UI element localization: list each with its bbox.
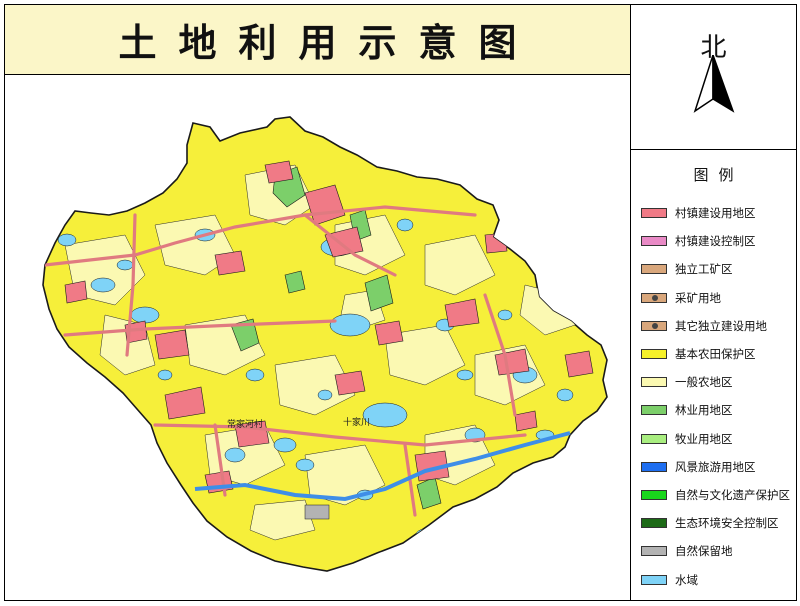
legend-item: 采矿用地 <box>641 284 796 312</box>
legend-item: 基本农田保护区 <box>641 340 796 368</box>
legend-item: 水域 <box>641 565 796 593</box>
legend-item: 村镇建设控制区 <box>641 227 796 255</box>
legend-item: 自然保留地 <box>641 537 796 565</box>
legend-swatch <box>641 208 667 219</box>
reserved-land <box>304 504 330 520</box>
marker-dot-icon <box>652 322 658 329</box>
legend-title: 图例 <box>693 166 744 184</box>
legend-label: 独立工矿区 <box>675 262 733 277</box>
land-use-map: 常家河村 十家川 <box>42 116 608 572</box>
land-use-layers <box>43 160 594 542</box>
legend-item: 林业用地区 <box>641 396 796 424</box>
legend-label: 村镇建设控制区 <box>675 234 756 249</box>
legend-item: 其它独立建设用地 <box>641 312 796 340</box>
legend-swatch <box>641 546 667 557</box>
title-bar: 土地利用示意图 <box>4 4 631 75</box>
legend-list: 村镇建设用地区 村镇建设控制区 独立工矿区采矿用地其它独立建设用地 基本农田保护区 一般… <box>641 199 796 594</box>
legend-item: 村镇建设用地区 <box>641 199 796 227</box>
legend-swatch <box>641 377 667 388</box>
legend-label: 一般农地区 <box>675 375 733 390</box>
legend-label: 自然与文化遗产保护区 <box>675 487 790 502</box>
place-label: 十家川 <box>343 416 370 428</box>
road-network <box>43 205 527 517</box>
legend-item: 一般农地区 <box>641 368 796 396</box>
marker-dot-icon <box>652 294 658 301</box>
legend-swatch <box>641 349 667 360</box>
map-area: 常家河村 十家川 <box>4 74 631 601</box>
legend-label: 采矿用地 <box>675 290 721 305</box>
legend-label: 生态环境安全控制区 <box>675 516 779 531</box>
legend-swatch <box>641 518 667 529</box>
water-zones <box>57 218 574 542</box>
legend-label: 林业用地区 <box>675 403 733 418</box>
legend-swatch <box>641 574 667 585</box>
legend-label: 基本农田保护区 <box>675 347 756 362</box>
legend-item: 独立工矿区 <box>641 255 796 283</box>
legend-item: 自然与文化遗产保护区 <box>641 481 796 509</box>
legend-item: 牧业用地区 <box>641 425 796 453</box>
north-panel: 北 <box>630 4 797 150</box>
legend-label: 村镇建设用地区 <box>675 206 756 221</box>
river <box>194 431 571 502</box>
legend-label: 自然保留地 <box>675 544 733 559</box>
legend-item: 风景旅游用地区 <box>641 453 796 481</box>
legend-swatch <box>641 236 667 247</box>
legend-swatch <box>641 405 667 416</box>
legend-swatch <box>641 461 667 472</box>
legend-swatch <box>641 292 667 303</box>
legend-label: 水域 <box>675 572 698 587</box>
legend-swatch <box>641 433 667 444</box>
legend-swatch <box>641 489 667 500</box>
legend-swatch <box>641 320 667 331</box>
place-label: 常家河村 <box>227 418 263 430</box>
legend-label: 牧业用地区 <box>675 431 733 446</box>
legend-item: 生态环境安全控制区 <box>641 509 796 537</box>
map-title: 土地利用示意图 <box>118 21 539 65</box>
legend-label: 风景旅游用地区 <box>675 459 756 474</box>
village-zones <box>64 160 594 494</box>
legend-panel: 图例 村镇建设用地区 村镇建设控制区 独立工矿区采矿用地其它独立建设用地 基本农田保护… <box>630 149 797 601</box>
north-arrow-icon <box>693 55 735 113</box>
legend-label: 其它独立建设用地 <box>675 318 767 333</box>
legend-swatch <box>641 264 667 275</box>
